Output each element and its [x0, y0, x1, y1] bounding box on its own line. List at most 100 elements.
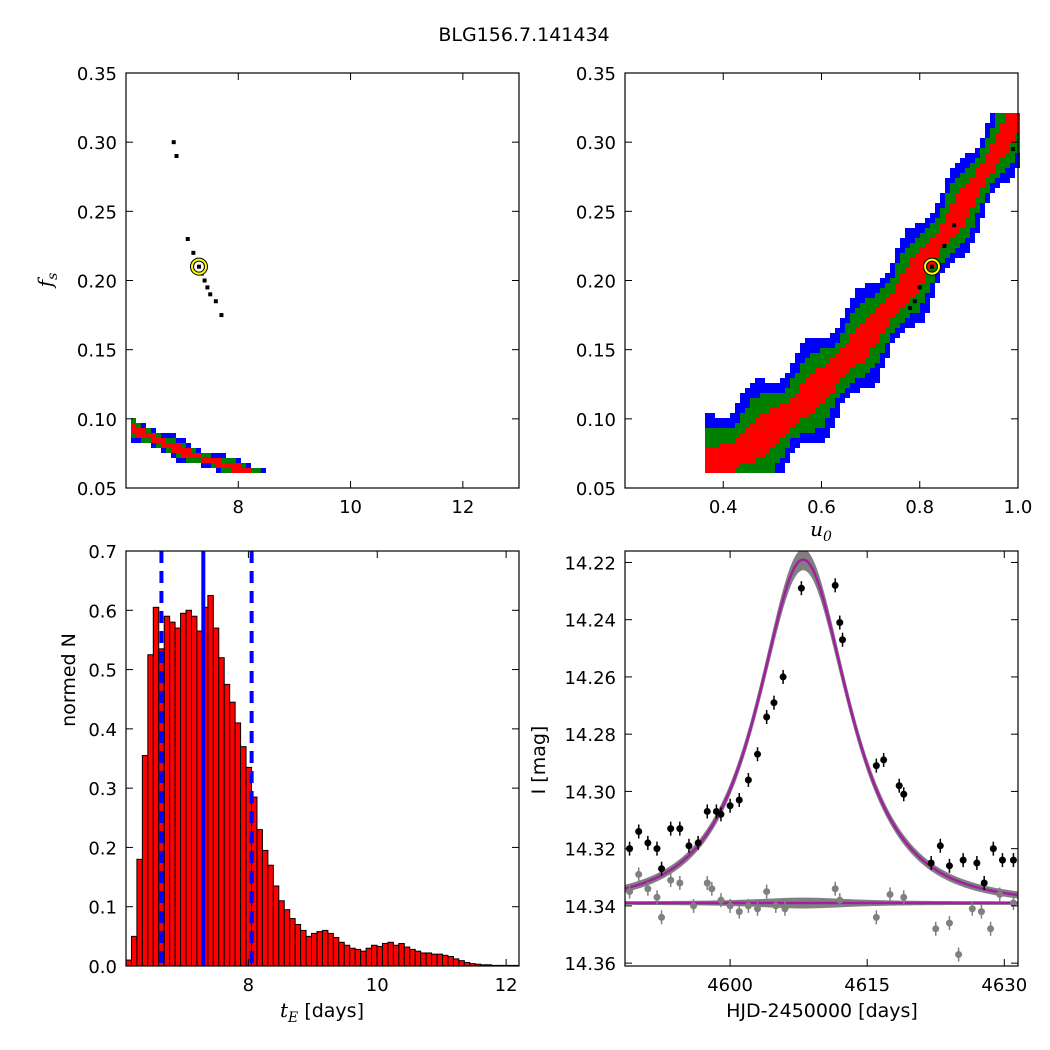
density-cell	[720, 443, 725, 448]
density-cell	[980, 178, 985, 183]
density-cell	[885, 313, 890, 318]
density-cell	[805, 383, 810, 388]
data-point	[1009, 856, 1017, 864]
density-cell	[870, 298, 875, 303]
sample-point	[213, 299, 218, 304]
density-cell	[830, 348, 835, 353]
density-cell	[710, 443, 715, 448]
density-cell	[980, 173, 985, 178]
density-cell	[780, 438, 785, 443]
density-cell	[905, 248, 910, 253]
density-cell	[880, 333, 885, 338]
density-cell	[1005, 168, 1010, 173]
residual-point	[932, 925, 940, 933]
density-cell	[935, 248, 940, 253]
density-cell	[950, 173, 955, 178]
density-cell	[710, 423, 715, 428]
density-cell	[980, 183, 985, 188]
density-cell	[995, 113, 1000, 118]
y-tick-label: 14.28	[564, 725, 616, 746]
density-cell	[995, 168, 1000, 173]
data-point	[635, 827, 643, 835]
density-cell	[750, 393, 755, 398]
density-cell	[975, 168, 980, 173]
density-cell	[965, 163, 970, 168]
density-cell	[880, 308, 885, 313]
y-axis-label: I [mag]	[528, 726, 550, 795]
y-axis-label: fs	[33, 273, 61, 290]
density-cell	[750, 438, 755, 443]
density-cell	[1010, 163, 1015, 168]
density-cell	[226, 463, 231, 468]
density-cell	[760, 398, 765, 403]
density-cell	[770, 428, 775, 433]
density-cell	[925, 298, 930, 303]
density-cell	[825, 418, 830, 423]
density-cell	[970, 198, 975, 203]
density-cell	[910, 258, 915, 263]
density-cell	[860, 303, 865, 308]
density-cell	[970, 223, 975, 228]
density-cell	[840, 363, 845, 368]
density-cell	[890, 338, 895, 343]
density-cell	[955, 173, 960, 178]
density-cell	[735, 468, 740, 473]
histogram-bar	[403, 946, 411, 967]
density-cell	[985, 158, 990, 163]
x-tick-label: 12	[451, 497, 474, 518]
density-cell	[955, 233, 960, 238]
density-cell	[840, 383, 845, 388]
density-cell	[1000, 178, 1005, 183]
density-cell	[890, 313, 895, 318]
density-cell	[805, 348, 810, 353]
residual-point	[996, 890, 1004, 898]
density-cell	[870, 358, 875, 363]
density-cell	[960, 158, 965, 163]
density-cell	[780, 423, 785, 428]
density-cell	[740, 408, 745, 413]
density-cell	[865, 333, 870, 338]
density-cell	[975, 153, 980, 158]
density-cell	[915, 268, 920, 273]
density-cell	[760, 453, 765, 458]
density-cell	[915, 273, 920, 278]
density-cell	[975, 148, 980, 153]
density-cell	[825, 393, 830, 398]
density-cell	[710, 448, 715, 453]
density-cell	[920, 303, 925, 308]
density-cell	[790, 373, 795, 378]
histogram-bar	[447, 956, 454, 967]
density-cell	[1005, 113, 1010, 118]
histogram-bar	[458, 960, 465, 967]
density-cell	[735, 463, 740, 468]
residual-point	[635, 870, 643, 878]
density-cell	[985, 128, 990, 133]
density-cell	[960, 198, 965, 203]
density-cell	[925, 248, 930, 253]
density-cell	[241, 468, 246, 473]
density-cell	[945, 183, 950, 188]
density-cell	[880, 348, 885, 353]
density-cell	[945, 213, 950, 218]
density-cell	[720, 463, 725, 468]
density-cell	[960, 173, 965, 178]
density-cell	[970, 193, 975, 198]
density-cell	[910, 318, 915, 323]
density-cell	[720, 448, 725, 453]
density-cell	[770, 463, 775, 468]
density-cell	[830, 333, 835, 338]
density-cell	[975, 208, 980, 213]
density-cell	[930, 218, 935, 223]
density-cell	[855, 288, 860, 293]
density-cell	[860, 313, 865, 318]
density-cell	[905, 253, 910, 258]
density-cell	[985, 193, 990, 198]
density-cell	[970, 213, 975, 218]
histogram-bar	[278, 900, 285, 967]
density-cell	[720, 468, 725, 473]
density-cell	[775, 443, 780, 448]
density-cell	[950, 253, 955, 258]
density-cell	[865, 358, 870, 363]
model-curve	[625, 558, 1018, 897]
density-cell	[765, 403, 770, 408]
